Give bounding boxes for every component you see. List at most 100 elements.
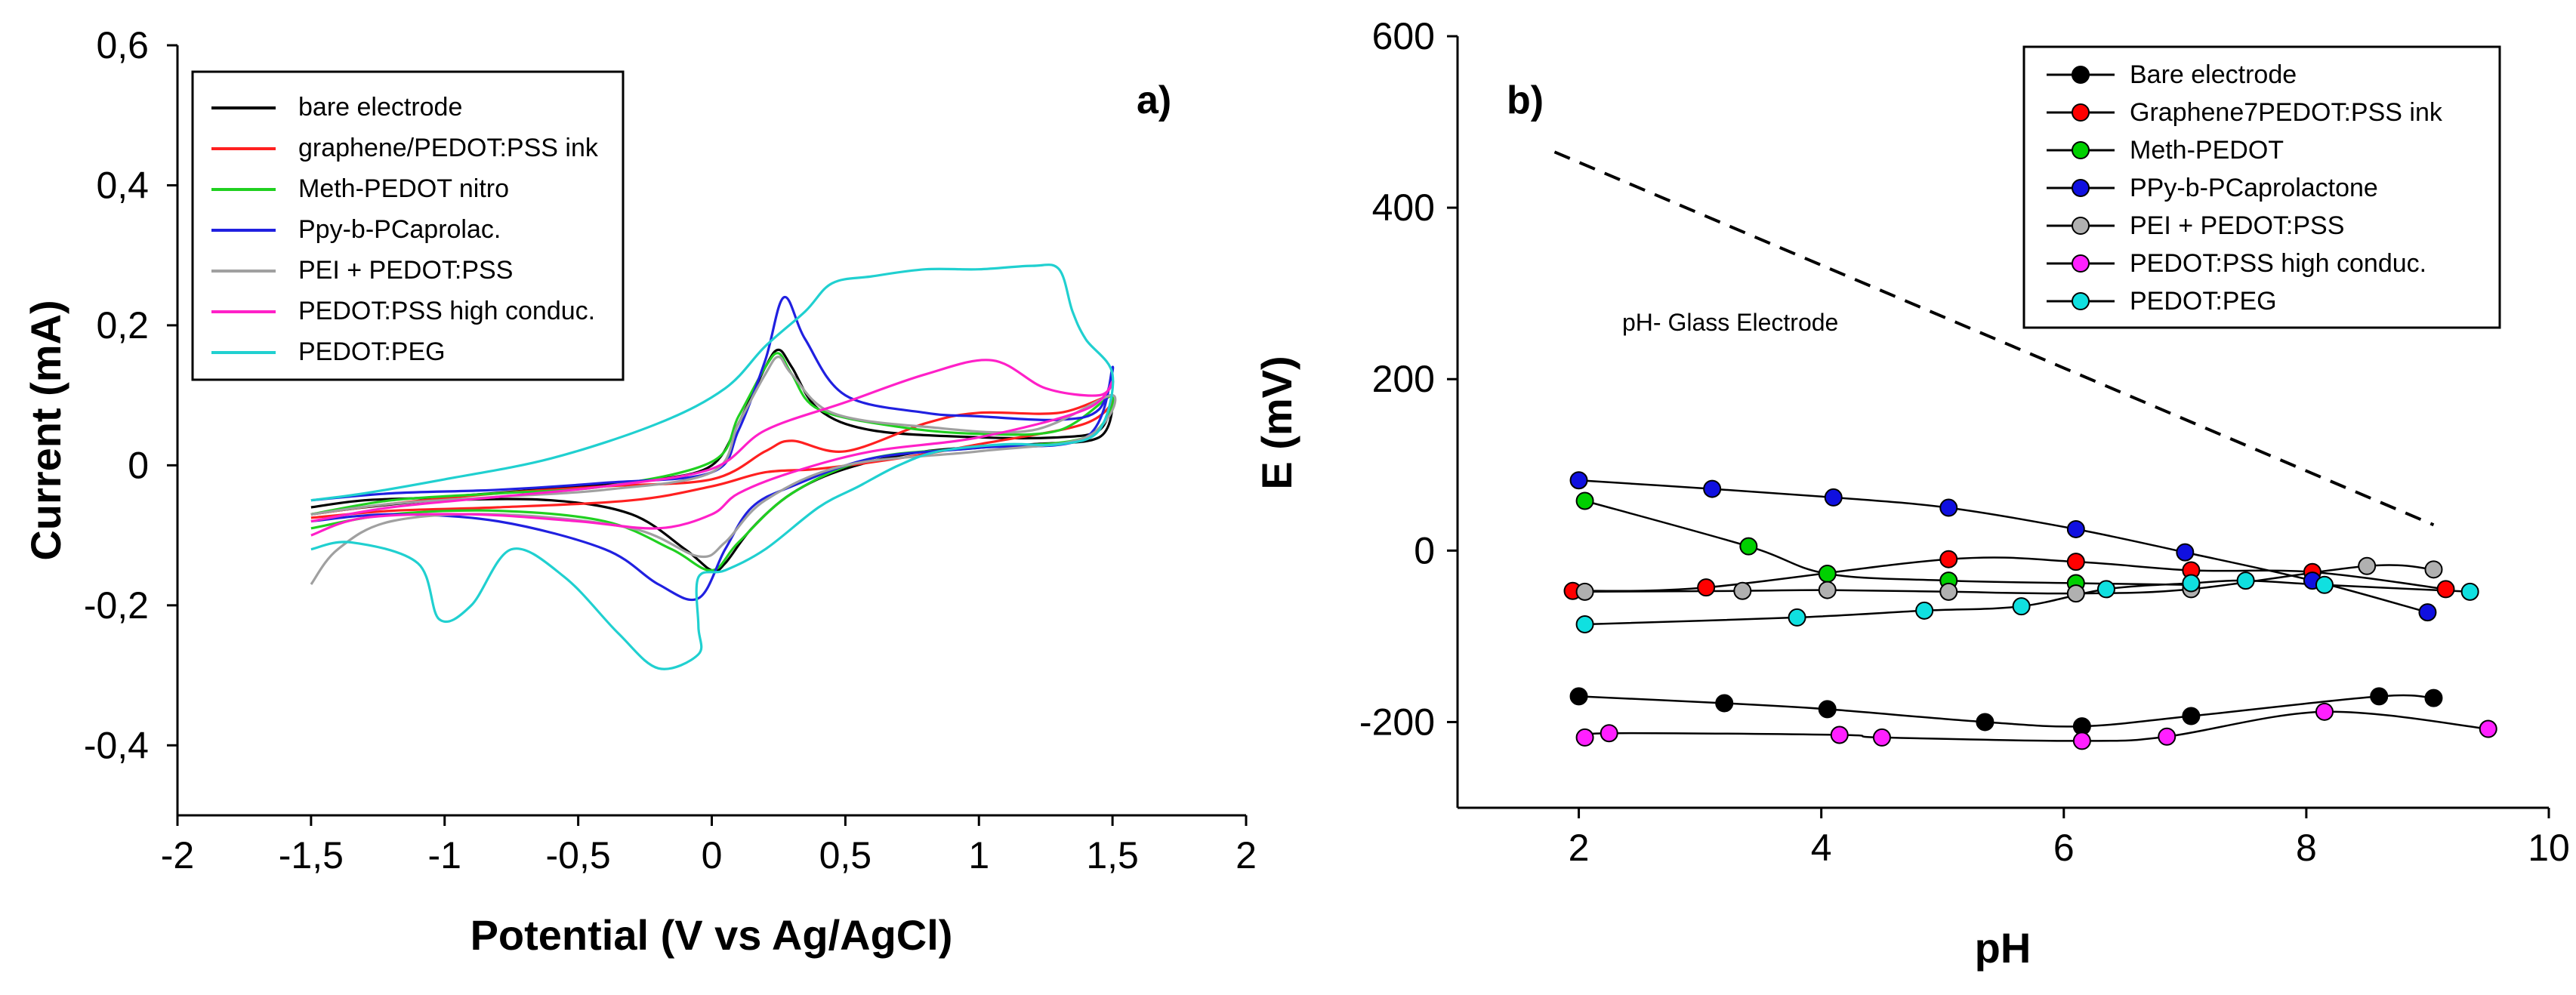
data-point-ppy-b-pcaprolactone: [1703, 479, 1722, 498]
data-point-pedot-peg: [1788, 608, 1806, 627]
x-tick-label: 2: [1236, 834, 1257, 876]
series-line-pedot-peg: [310, 263, 1115, 670]
data-point-pedot-peg: [2012, 597, 2031, 616]
data-point-bare-electrode: [1569, 687, 1588, 706]
series-line-bare-electrode: [1578, 694, 2434, 728]
legend-label: PEDOT:PEG: [298, 337, 446, 366]
x-tick-label: 0: [702, 834, 723, 876]
data-point-graphene7pedot-pss-ink: [2066, 553, 2085, 571]
y-tick-label: 0,4: [96, 164, 149, 206]
legend-label: PEDOT:PEG: [2130, 287, 2277, 316]
legend-label: PEDOT:PSS high conduc.: [298, 297, 595, 325]
legend-label: graphene/PEDOT:PSS ink: [298, 134, 599, 162]
panel-label: b): [1507, 79, 1544, 122]
x-tick-label: 10: [2528, 827, 2570, 869]
legend-label: PEDOT:PSS high conduc.: [2130, 249, 2426, 278]
x-tick-label: 1,5: [1086, 834, 1139, 876]
data-point-ppy-b-pcaprolactone: [1939, 498, 1958, 517]
x-tick-label: 4: [1811, 827, 1832, 869]
data-point-pedot-peg: [2315, 575, 2334, 594]
y-tick-label: 0: [128, 444, 149, 486]
data-point-pedot-peg: [1915, 601, 1934, 620]
data-point-pei-pedot-pss: [2358, 556, 2377, 575]
data-point-ppy-b-pcaprolactone: [1569, 471, 1588, 490]
data-point-pei-pedot-pss: [1733, 581, 1752, 600]
legend: bare electrode graphene/PEDOT:PSS ink Meth…: [191, 70, 625, 381]
y-ticks: -0,4 -0,2 0 0,2 0,4 0,6: [84, 24, 177, 766]
data-point-pedot-peg: [1575, 615, 1594, 633]
legend-swatch-marker: [2072, 292, 2090, 310]
x-ticks: -2 -1,5 -1 -0,5 0 0,5 1 1,5 2: [161, 815, 1257, 876]
data-point-pedot-pss-high-conduc-: [2315, 702, 2334, 721]
y-tick-label: 0,6: [96, 24, 149, 66]
x-ticks: 2 4 6 8 10: [1569, 808, 2570, 869]
data-point-bare-electrode: [1818, 700, 1837, 719]
series-group: [310, 263, 1117, 670]
y-tick-label: 600: [1372, 15, 1435, 57]
legend-label: PEI + PEDOT:PSS: [2130, 211, 2344, 240]
data-point-bare-electrode: [2370, 687, 2389, 706]
y-tick-label: 0: [1414, 529, 1435, 571]
data-point-pedot-pss-high-conduc-: [2158, 727, 2176, 746]
data-point-pei-pedot-pss: [2066, 584, 2085, 603]
x-tick-label: 1: [968, 834, 989, 876]
data-point-pei-pedot-pss: [1939, 582, 1958, 601]
data-point-pedot-pss-high-conduc-: [1872, 728, 1891, 747]
data-point-bare-electrode: [2424, 688, 2443, 707]
data-point-pedot-pss-high-conduc-: [2479, 719, 2497, 738]
x-axis-label: Potential (V vs Ag/AgCl): [470, 911, 953, 959]
legend-swatch-marker: [2072, 103, 2090, 122]
y-tick-label: 400: [1372, 186, 1435, 229]
legend-label: PEI + PEDOT:PSS: [298, 256, 513, 285]
y-tick-label: -0,2: [84, 584, 149, 627]
chart-panel-b: 2 4 6 8 10 -200 0 200 400 600 pH- Glass Electrod…: [1253, 15, 2570, 972]
panel-label: a): [1137, 79, 1171, 122]
legend-label: Ppy-b-PCaprolac.: [298, 215, 501, 244]
data-point-bare-electrode: [2182, 707, 2201, 725]
y-ticks: -200 0 200 400 600: [1359, 15, 1458, 743]
legend-label: Meth-PEDOT nitro: [298, 174, 509, 203]
data-point-pei-pedot-pss: [1818, 581, 1837, 599]
data-point-pedot-peg: [2460, 582, 2479, 601]
legend: Bare electrode Graphene7PEDOT:PSS ink Meth…: [2022, 45, 2501, 329]
data-point-pedot-pss-high-conduc-: [2072, 732, 2091, 750]
series-group: [1563, 471, 2497, 750]
legend-swatch-marker: [2072, 66, 2090, 84]
legend-swatch-marker: [2072, 217, 2090, 235]
data-point-pedot-pss-high-conduc-: [1830, 725, 1849, 744]
legend-label: Meth-PEDOT: [2130, 136, 2284, 165]
data-point-ppy-b-pcaprolactone: [2418, 603, 2437, 622]
data-point-bare-electrode: [1715, 694, 1734, 713]
legend-swatch-marker: [2072, 179, 2090, 197]
data-point-graphene7pedot-pss-ink: [1697, 578, 1716, 597]
legend-swatch-marker: [2072, 141, 2090, 159]
legend-box: [191, 70, 625, 381]
x-tick-label: 8: [2296, 827, 2317, 869]
data-point-pedot-peg: [2236, 571, 2255, 590]
x-tick-label: 0,5: [819, 834, 872, 876]
y-tick-label: 200: [1372, 358, 1435, 400]
data-point-pei-pedot-pss: [1575, 582, 1594, 601]
x-tick-label: -2: [161, 834, 194, 876]
data-point-graphene7pedot-pss-ink: [1939, 550, 1958, 568]
data-point-meth-pedot: [1818, 564, 1837, 583]
data-point-ppy-b-pcaprolactone: [2176, 543, 2195, 562]
data-point-ppy-b-pcaprolactone: [2066, 519, 2085, 538]
data-point-pedot-pss-high-conduc-: [1600, 724, 1618, 743]
series-line-meth-pedot-nitro: [310, 352, 1115, 572]
data-point-pedot-pss-high-conduc-: [1575, 728, 1594, 747]
x-tick-label: 6: [2053, 827, 2075, 869]
legend-label: Graphene7PEDOT:PSS ink: [2130, 98, 2443, 127]
x-tick-label: -0,5: [546, 834, 611, 876]
x-tick-label: -1: [428, 834, 461, 876]
y-tick-label: -200: [1359, 701, 1435, 743]
data-point-meth-pedot: [1575, 491, 1594, 510]
reference-line: [1553, 150, 2435, 527]
y-tick-label: 0,2: [96, 304, 149, 347]
x-tick-label: -1,5: [279, 834, 344, 876]
legend-label: Bare electrode: [2130, 60, 2297, 89]
series-line-meth-pedot: [1584, 500, 2192, 587]
x-tick-label: 2: [1569, 827, 1590, 869]
data-point-pedot-peg: [2096, 580, 2115, 599]
